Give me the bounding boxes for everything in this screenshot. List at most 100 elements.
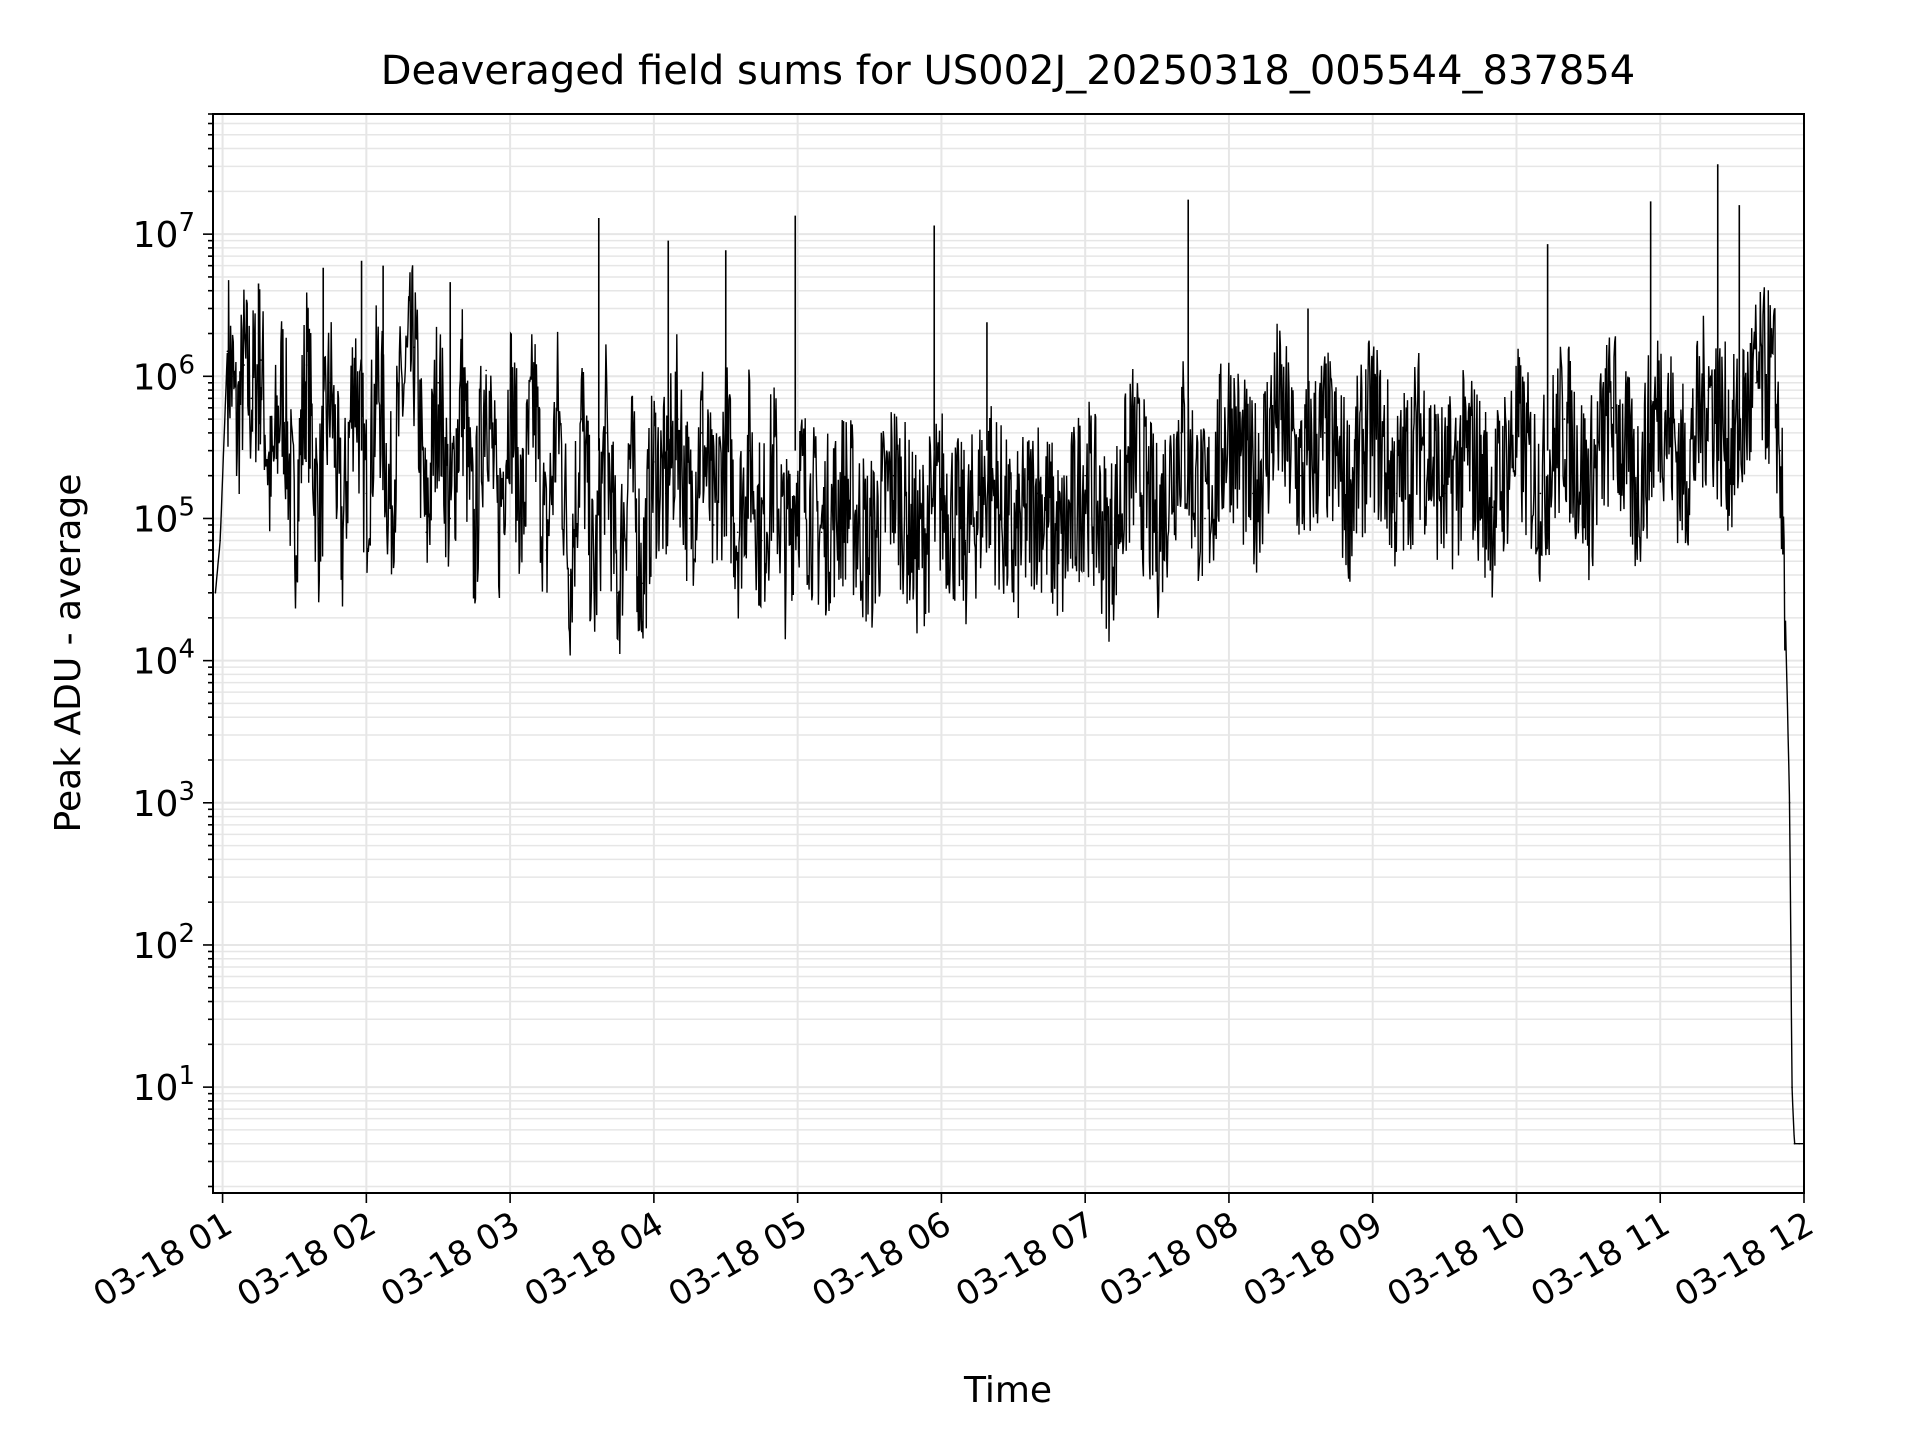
data-point <box>243 364 245 366</box>
data-point <box>1012 549 1015 551</box>
data-point <box>377 375 380 378</box>
data-point <box>1784 592 1786 594</box>
data-point <box>772 461 775 463</box>
data-point <box>988 474 991 477</box>
data-point <box>1371 418 1374 420</box>
data-point <box>353 364 356 366</box>
data-point <box>605 432 607 434</box>
data-point <box>1204 517 1206 520</box>
data-point <box>1276 407 1278 409</box>
data-point <box>1798 1142 1801 1145</box>
data-point <box>341 539 344 542</box>
y-tick-label: 102 <box>133 919 195 967</box>
data-point <box>449 517 452 520</box>
data-point <box>1060 549 1063 551</box>
data-point <box>796 474 799 477</box>
data-point <box>1515 432 1518 434</box>
data-point <box>413 346 416 349</box>
data-point <box>1395 492 1398 495</box>
data-point <box>1774 389 1777 391</box>
data-point <box>569 574 571 576</box>
data-point <box>964 539 967 542</box>
y-tick-label: 104 <box>133 635 195 683</box>
data-point <box>641 582 643 585</box>
data-point <box>1611 407 1614 409</box>
data-point <box>677 418 679 420</box>
data-point <box>1587 492 1590 495</box>
data-point <box>401 389 404 391</box>
data-point <box>317 517 320 520</box>
data-point <box>916 549 919 551</box>
data-point <box>1180 432 1182 434</box>
data-point <box>1300 474 1302 477</box>
y-tick-label: 105 <box>133 492 195 540</box>
data-point <box>497 531 499 534</box>
data-point <box>1779 449 1781 452</box>
data-point <box>748 449 751 452</box>
data-point <box>214 592 217 594</box>
data-point <box>521 517 523 520</box>
data-point <box>629 449 631 452</box>
data-point <box>581 418 583 420</box>
y-tick-label: 107 <box>133 208 195 256</box>
data-point <box>1132 449 1134 452</box>
data-point <box>1755 382 1757 384</box>
data-point <box>1347 492 1350 495</box>
series-line <box>214 265 1804 1145</box>
y-tick-label: 103 <box>133 777 195 825</box>
data-point <box>509 389 511 391</box>
data-point <box>1084 474 1086 477</box>
data-point <box>545 549 547 551</box>
data-point <box>293 531 296 534</box>
data-point <box>329 382 332 384</box>
data-point <box>1563 418 1566 420</box>
data-point <box>617 592 619 594</box>
data-point <box>533 397 535 400</box>
data-point <box>1539 492 1542 495</box>
data-point <box>226 350 229 353</box>
y-tick-label: 106 <box>133 350 195 398</box>
data-point <box>689 517 691 520</box>
data-point <box>1788 801 1791 804</box>
data-point <box>712 524 715 526</box>
data-point <box>281 382 284 384</box>
data-point <box>236 432 238 434</box>
y-axis-label: Peak ADU - average <box>48 474 89 833</box>
data-point <box>1467 449 1470 452</box>
data-point <box>593 592 595 594</box>
data-point <box>389 506 392 509</box>
data-point <box>701 432 703 434</box>
data-point <box>305 364 308 366</box>
data-point <box>1036 492 1039 495</box>
data-point <box>653 461 655 463</box>
data-point <box>736 531 739 534</box>
data-point <box>820 531 823 534</box>
plot-frame <box>212 113 1805 1194</box>
data-point <box>868 549 871 551</box>
data-point <box>1659 397 1662 400</box>
data-point <box>940 492 943 495</box>
data-point <box>1793 1142 1796 1145</box>
data-point <box>250 397 253 400</box>
data-point <box>760 539 763 542</box>
data-point <box>1635 492 1638 495</box>
data-point <box>461 382 463 384</box>
data-point <box>784 549 787 551</box>
data-point <box>473 549 475 551</box>
data-point <box>1731 449 1733 452</box>
x-axis-label: Time <box>963 1370 1052 1411</box>
data-point <box>1707 389 1709 391</box>
data-line-layer <box>214 164 1804 1145</box>
data-point <box>485 369 487 372</box>
chart-title: Deaveraged field sums for US002J_2025031… <box>381 48 1636 94</box>
data-point <box>437 382 440 384</box>
data-point <box>1419 432 1422 434</box>
y-axis: 101 102 103 104 105 106 107 <box>133 113 213 1188</box>
data-point <box>665 492 667 495</box>
data-point <box>231 375 233 378</box>
data-point <box>1156 531 1158 534</box>
data-point <box>1791 1086 1793 1088</box>
data-point <box>260 359 262 361</box>
data-point <box>1108 549 1110 551</box>
